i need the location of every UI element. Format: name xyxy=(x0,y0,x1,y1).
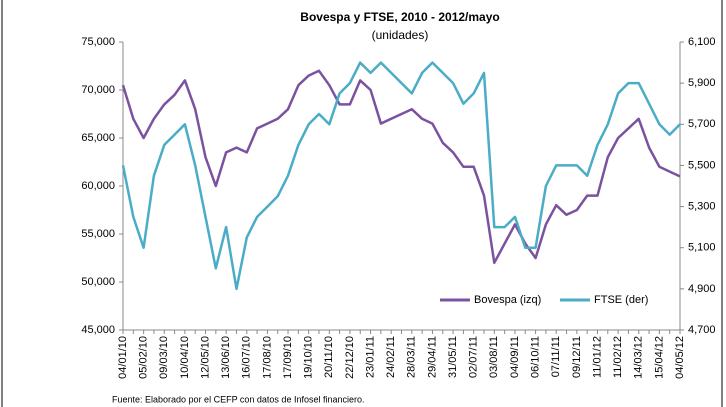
x-tick-label: 15/04/12 xyxy=(653,336,665,379)
x-tick-label: 11/01/12 xyxy=(591,336,603,378)
footnote: Fuente: Elaborado por el CEFP con datos … xyxy=(112,394,365,404)
y-tick-label: 70,000 xyxy=(81,84,115,96)
x-tick-label: 17/08/10 xyxy=(261,336,273,379)
x-tick-label: 23/01/11 xyxy=(364,336,376,378)
x-tick-label: 28/03/11 xyxy=(406,336,418,378)
y2-tick-label: 5,900 xyxy=(688,77,716,89)
x-tick-label: 02/07/11 xyxy=(468,336,480,378)
x-tick-label: 16/07/10 xyxy=(241,336,253,379)
y-tick-label: 75,000 xyxy=(81,36,115,48)
legend-label: Bovespa (izq) xyxy=(474,294,541,306)
x-tick-label: 06/10/11 xyxy=(529,336,541,378)
y2-tick-label: 5,700 xyxy=(688,118,716,130)
x-tick-label: 04/09/11 xyxy=(509,336,521,378)
y-tick-label: 55,000 xyxy=(81,228,115,240)
x-tick-label: 20/11/10 xyxy=(323,336,335,378)
x-tick-label: 22/12/10 xyxy=(344,336,356,379)
x-tick-label: 09/03/10 xyxy=(158,336,170,379)
y-tick-label: 60,000 xyxy=(81,180,115,192)
y-tick-label: 50,000 xyxy=(81,276,115,288)
x-tick-label: 29/04/11 xyxy=(426,336,438,378)
x-tick-label: 09/12/11 xyxy=(571,336,583,378)
y2-tick-label: 5,500 xyxy=(688,159,716,171)
x-tick-label: 11/02/12 xyxy=(612,336,624,378)
x-tick-label: 19/10/10 xyxy=(303,336,315,379)
y2-tick-label: 5,300 xyxy=(688,200,716,212)
x-tick-label: 05/02/10 xyxy=(138,336,150,379)
series-line xyxy=(121,69,681,265)
x-tick-label: 12/05/10 xyxy=(199,336,211,379)
y2-tick-label: 4,700 xyxy=(688,324,716,336)
x-tick-label: 07/11/11 xyxy=(550,336,562,377)
x-tick-label: 13/06/10 xyxy=(220,336,232,379)
chart-subtitle: (unidades) xyxy=(372,28,429,42)
x-tick-label: 14/03/12 xyxy=(633,336,645,379)
x-tick-label: 31/05/11 xyxy=(447,336,459,378)
legend-label: FTSE (der) xyxy=(594,294,648,306)
x-tick-label: 04/05/12 xyxy=(674,336,686,379)
y-tick-label: 65,000 xyxy=(81,132,115,144)
y-tick-label: 45,000 xyxy=(81,324,115,336)
x-tick-label: 10/04/10 xyxy=(179,336,191,379)
x-tick-label: 24/02/11 xyxy=(385,336,397,378)
x-tick-label: 17/09/10 xyxy=(282,336,294,379)
series-line xyxy=(121,61,681,291)
y2-tick-label: 5,100 xyxy=(688,242,716,254)
x-tick-label: 03/08/11 xyxy=(488,336,500,378)
y2-tick-label: 4,900 xyxy=(688,283,716,295)
x-tick-label: 04/01/10 xyxy=(117,336,129,379)
y2-tick-label: 6,100 xyxy=(688,36,716,48)
chart-title: Bovespa y FTSE, 2010 - 2012/mayo xyxy=(300,10,499,24)
